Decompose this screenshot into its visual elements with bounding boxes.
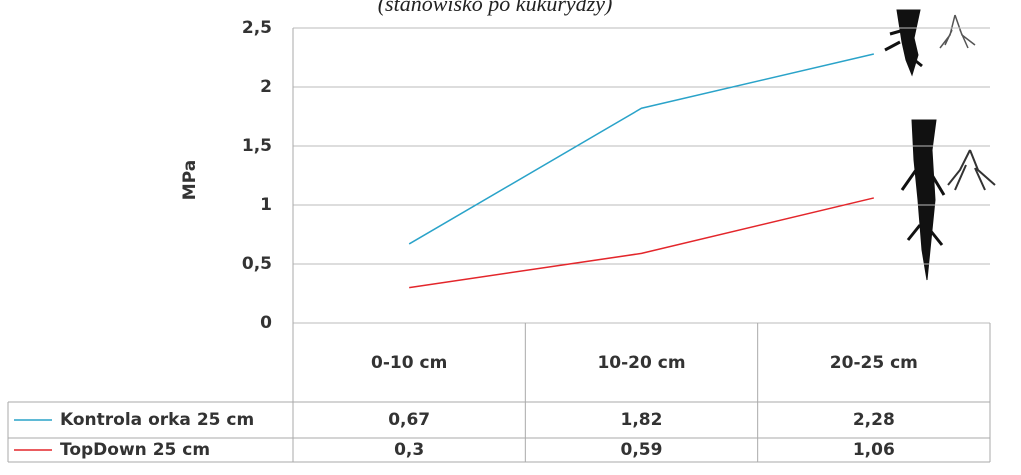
y-tick-label: 2 [260,77,272,97]
chart-subtitle: (stanowisko po kukurydzy) [378,0,613,16]
x-tick-label: 10-20 cm [597,353,685,373]
x-tick-label: 0-10 cm [371,353,447,373]
table-value: 0,3 [394,440,424,460]
y-axis-label: MPa [180,160,200,200]
y-tick-label: 1 [260,195,272,215]
chart: (stanowisko po kukurydzy) MPa 0 0,5 1 1,5 2 2… [0,0,1021,475]
table-value: 2,28 [853,410,895,430]
series-line [409,54,874,244]
y-tick-label: 0 [260,313,272,333]
y-tick-label: 2,5 [242,18,272,38]
table-value: 0,59 [621,440,663,460]
table-value: 1,82 [621,410,663,430]
y-tick-label: 1,5 [242,136,272,156]
series-line [409,198,874,288]
legend-label: Kontrola orka 25 cm [60,410,254,430]
table-value: 0,67 [388,410,430,430]
root-icon-large [902,120,995,280]
y-tick-label: 0,5 [242,254,272,274]
legend-label: TopDown 25 cm [60,440,210,460]
root-icon-small [885,10,975,75]
table-value: 1,06 [853,440,895,460]
x-tick-label: 20-25 cm [830,353,918,373]
